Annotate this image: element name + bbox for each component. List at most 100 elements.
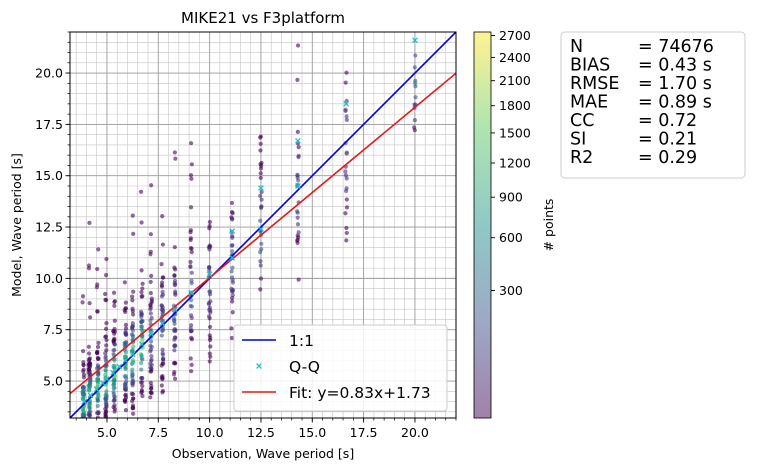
data-point	[343, 108, 348, 114]
data-point	[258, 175, 263, 181]
data-point	[103, 368, 108, 373]
data-point	[81, 429, 85, 433]
data-point	[87, 384, 92, 389]
data-point	[139, 367, 144, 372]
data-point	[123, 300, 128, 305]
qq-point	[116, 363, 123, 370]
data-point	[95, 419, 99, 423]
data-point	[130, 298, 135, 303]
stats-box-frame	[560, 31, 746, 179]
qq-marker-stroke	[295, 137, 301, 144]
stat-value: = 0.72	[638, 111, 697, 131]
data-point	[189, 176, 194, 181]
stat-label: CC	[570, 111, 594, 131]
y-tick-label: 12.5	[35, 220, 63, 235]
data-point	[295, 43, 301, 48]
qq-point	[229, 228, 236, 235]
qq-point	[99, 380, 106, 386]
data-point	[412, 12, 416, 16]
data-point	[87, 410, 92, 415]
data-point	[208, 344, 213, 349]
data-point	[139, 326, 144, 332]
data-point	[81, 349, 86, 354]
data-point	[80, 300, 85, 305]
data-point	[95, 282, 100, 287]
data-point	[207, 243, 212, 248]
data-point	[140, 286, 145, 291]
data-point	[189, 278, 194, 283]
data-point	[160, 361, 165, 366]
data-point	[140, 376, 145, 381]
data-point	[159, 333, 164, 338]
data-point	[148, 249, 153, 254]
qq-point	[229, 254, 236, 261]
data-point	[97, 417, 99, 418]
data-point	[130, 360, 135, 365]
data-point	[189, 335, 194, 341]
data-point	[86, 351, 92, 356]
data-point	[413, 7, 417, 11]
data-point	[149, 344, 154, 350]
stat-value: = 0.21	[638, 130, 697, 150]
qq-marker-stroke	[229, 254, 236, 261]
qq-markers	[81, 37, 418, 405]
data-point	[259, 241, 264, 246]
colorbar-tick-label: 300	[499, 283, 523, 298]
data-point	[207, 333, 212, 338]
data-point	[104, 321, 109, 326]
data-point	[104, 442, 108, 446]
data-point	[87, 431, 91, 435]
one-to-one-line	[70, 32, 456, 418]
qq-marker-stroke	[188, 289, 194, 296]
data-point	[160, 280, 165, 285]
data-point	[412, 128, 417, 133]
data-point	[140, 427, 144, 431]
data-point	[95, 309, 100, 314]
data-point	[160, 289, 165, 294]
x-axis-label: Observation, Wave period [s]	[172, 446, 354, 461]
data-point	[207, 359, 212, 364]
data-point	[130, 396, 136, 401]
data-point	[173, 156, 178, 161]
data-point	[123, 381, 128, 386]
data-point	[129, 391, 134, 396]
data-point	[189, 162, 194, 167]
colorbar-label: # points	[541, 199, 556, 252]
data-point	[139, 268, 144, 273]
data-point	[189, 270, 194, 275]
data-point	[123, 393, 128, 398]
qq-point	[110, 369, 116, 376]
data-point	[81, 442, 85, 446]
data-point	[81, 428, 85, 432]
data-point	[173, 291, 178, 296]
data-point	[207, 289, 212, 294]
data-point	[130, 306, 135, 311]
data-point	[159, 262, 164, 267]
data-point	[412, 118, 417, 123]
data-point	[112, 303, 117, 308]
chart-title: MIKE21 vs F3platform	[181, 9, 345, 27]
data-point	[148, 395, 153, 400]
x-axis-ticks: 5.0 7.5 10.0 12.5 15.0 17.5 20.0	[75, 418, 457, 440]
data-point	[81, 428, 85, 432]
data-point	[189, 328, 194, 334]
data-point	[295, 222, 301, 227]
data-point	[296, 153, 301, 158]
data-point	[112, 381, 117, 386]
data-point	[104, 337, 109, 343]
qq-marker-stroke	[258, 226, 264, 232]
qq-marker-stroke	[256, 363, 262, 369]
data-point	[230, 249, 235, 254]
data-point	[344, 117, 349, 123]
data-point	[258, 259, 263, 264]
data-point	[259, 163, 264, 168]
data-point	[344, 114, 349, 119]
x-tick-label: 17.5	[350, 425, 378, 440]
data-point	[229, 269, 234, 274]
data-point	[230, 235, 235, 240]
data-point	[412, 17, 416, 21]
data-point	[130, 379, 135, 384]
data-point	[104, 343, 109, 348]
